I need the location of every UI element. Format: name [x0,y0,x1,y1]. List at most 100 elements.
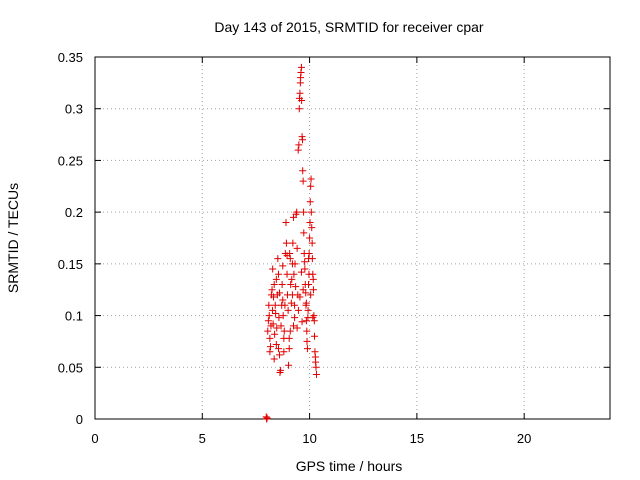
data-point [263,414,271,422]
data-point [303,337,311,345]
data-point [276,289,284,297]
data-point [306,218,314,226]
data-point [293,244,301,252]
y-tick-label: 0 [76,412,83,427]
data-point [278,281,286,289]
data-point [312,363,320,371]
x-tick-label: 0 [91,431,98,446]
data-point [305,255,313,263]
data-point [279,296,287,304]
data-point [287,281,295,289]
data-point [308,239,316,247]
data-point [294,146,302,154]
data-point [264,317,272,325]
x-tick-label: 5 [199,431,206,446]
data-point [302,317,310,325]
data-point [299,136,307,144]
data-point [307,208,315,216]
data-point [291,301,299,309]
y-tick-label: 0.25 [58,153,83,168]
y-tick-label: 0.05 [58,360,83,375]
data-point [270,355,278,363]
x-tick-label: 15 [410,431,424,446]
data-point [269,320,277,328]
data-point [275,314,283,322]
data-point [271,301,279,309]
data-point [280,327,288,335]
data-point [274,345,282,353]
data-point [311,332,319,340]
data-point [267,343,275,351]
data-point [272,341,280,349]
data-point [299,167,307,175]
data-point [282,239,290,247]
data-point [297,63,305,71]
data-point [274,270,282,278]
x-tick-label: 10 [302,431,316,446]
data-point [277,322,285,330]
data-point [288,291,296,299]
x-axis-label: GPS time / hours [296,458,403,474]
data-point [286,327,294,335]
data-point [262,413,270,421]
data-point [307,182,315,190]
data-point [284,306,292,314]
x-tick-label: 20 [517,431,531,446]
data-point [279,312,287,320]
plot-frame [94,56,611,420]
data-point [291,314,299,322]
y-tick-label: 0.2 [65,205,83,220]
data-point [285,345,293,353]
data-point [300,229,308,237]
data-point [295,105,303,113]
data-point [302,299,310,307]
data-point [276,351,284,359]
data-point [283,252,291,260]
data-point [307,175,315,183]
data-point [296,89,304,97]
data-point [285,361,293,369]
data-points [262,63,320,423]
data-point [298,96,306,104]
data-point [274,255,282,263]
y-tick-label: 0.1 [65,309,83,324]
data-point [266,348,274,356]
data-point [268,306,276,314]
data-point [310,317,318,325]
axis-ticks: 0 5 10 15 20 0 0.05 0.1 0.15 0.2 0.25 0.3 0.35 [58,50,610,446]
y-axis-label: SRMTID / TECUs [5,183,21,293]
data-point [303,345,311,353]
y-tick-label: 0.3 [65,102,83,117]
data-point [307,291,315,299]
data-point [306,198,314,206]
data-point [268,286,276,294]
data-point [286,255,294,263]
data-point [293,324,301,332]
data-point [294,306,302,314]
data-point [269,265,277,273]
data-point [290,270,298,278]
data-point [300,208,308,216]
data-point [293,208,301,216]
data-point [309,314,317,322]
data-point [272,275,280,283]
data-point [272,310,280,318]
y-tick-label: 0.15 [58,257,83,272]
data-point [297,268,305,276]
data-point [280,348,288,356]
data-point [299,177,307,185]
data-point [281,301,289,309]
data-point [309,286,317,294]
data-point [271,330,279,338]
chart-title: Day 143 of 2015, SRMTID for receiver cpa… [214,19,484,35]
y-tick-label: 0.35 [58,50,83,65]
data-point [285,334,293,342]
data-point [296,293,304,301]
data-point [265,301,273,309]
data-point [309,275,317,283]
data-point [266,334,274,342]
data-point [305,250,313,258]
data-point [282,218,290,226]
data-point [289,322,297,330]
data-point [291,260,299,268]
